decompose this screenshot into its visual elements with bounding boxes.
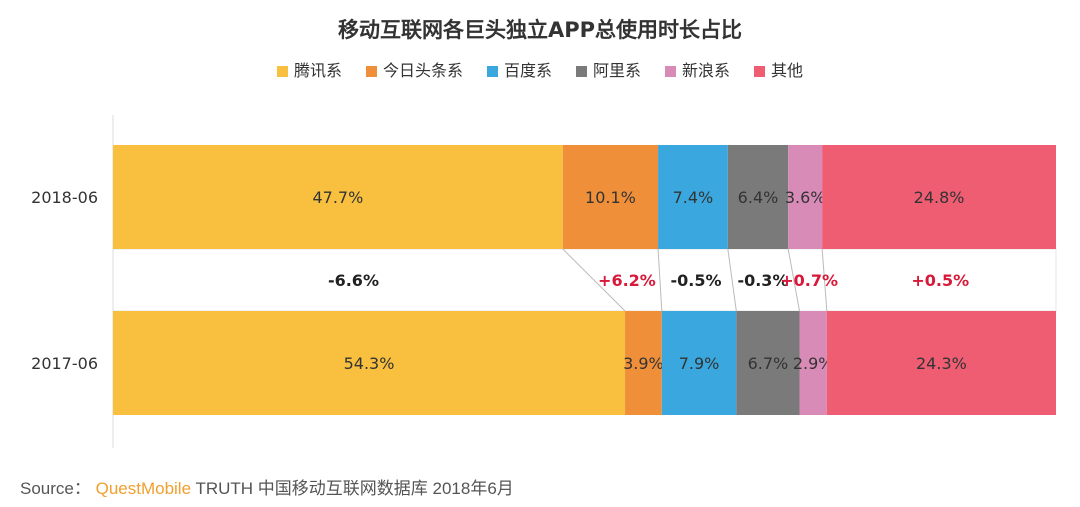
bar-segment-1-4: [727, 145, 789, 249]
legend-label-3: 百度系: [504, 61, 552, 80]
legend-label-4: 阿里系: [593, 61, 641, 80]
bar-segment-2-4: [736, 311, 800, 415]
data-label-1-1: 47.7%: [312, 188, 363, 207]
data-label-1-3: 7.4%: [673, 188, 714, 207]
legend-swatch-2: [366, 66, 377, 77]
data-label-2-4: 6.7%: [748, 354, 789, 373]
change-label-5: +0.7%: [780, 271, 838, 290]
chart-title: 移动互联网各巨头独立APP总使用时长占比: [338, 18, 742, 42]
data-label-2-2: 3.9%: [623, 354, 664, 373]
data-label-1-2: 10.1%: [585, 188, 636, 207]
legend-label-1: 腾讯系: [294, 61, 342, 80]
category-label-2: 2017-06: [31, 354, 98, 373]
bar-segment-1-1: [113, 145, 563, 249]
data-label-1-5: 3.6%: [785, 188, 826, 207]
connector-line-4: [787, 248, 800, 312]
data-label-2-3: 7.9%: [679, 354, 720, 373]
legend-swatch-6: [754, 66, 765, 77]
legend-swatch-1: [277, 66, 288, 77]
legend-label-2: 今日头条系: [383, 61, 463, 80]
legend-swatch-3: [487, 66, 498, 77]
connector-line-3: [727, 248, 737, 312]
legend-label-6: 其他: [771, 61, 803, 80]
bar-segment-2-2: [625, 311, 662, 415]
change-label-1: -6.6%: [328, 271, 379, 290]
change-label-2: +6.2%: [598, 271, 656, 290]
connector-line-2: [657, 248, 663, 312]
source-brand: QuestMobile: [95, 479, 192, 498]
category-label-1: 2018-06: [31, 188, 98, 207]
data-label-2-6: 24.3%: [916, 354, 967, 373]
change-label-4: -0.3%: [737, 271, 788, 290]
change-label-6: +0.5%: [911, 271, 969, 290]
bar-segment-1-2: [562, 145, 659, 249]
bar-segment-2-6: [826, 311, 1056, 415]
legend-label-5: 新浪系: [682, 61, 730, 80]
bar-segment-1-5: [788, 145, 823, 249]
data-label-2-5: 2.9%: [793, 354, 834, 373]
bar-segment-1-3: [658, 145, 728, 249]
source-note: Source： QuestMobile TRUTH 中国移动互联网数据库 201…: [20, 474, 514, 499]
source-rest: TRUTH 中国移动互联网数据库 2018年6月: [195, 479, 514, 498]
legend-swatch-5: [665, 66, 676, 77]
data-label-1-6: 24.8%: [914, 188, 965, 207]
connector-line-1: [562, 248, 626, 312]
bar-segment-2-5: [799, 311, 827, 415]
bar-segment-2-3: [661, 311, 737, 415]
data-label-2-1: 54.3%: [344, 354, 395, 373]
bar-segment-1-6: [822, 145, 1056, 249]
legend-swatch-4: [576, 66, 587, 77]
data-label-1-4: 6.4%: [738, 188, 779, 207]
connector-line-5: [821, 248, 828, 312]
source-prefix: Source：: [20, 479, 91, 498]
change-label-3: -0.5%: [671, 271, 722, 290]
bar-segment-2-1: [113, 311, 626, 415]
change-band: [112, 248, 1057, 312]
